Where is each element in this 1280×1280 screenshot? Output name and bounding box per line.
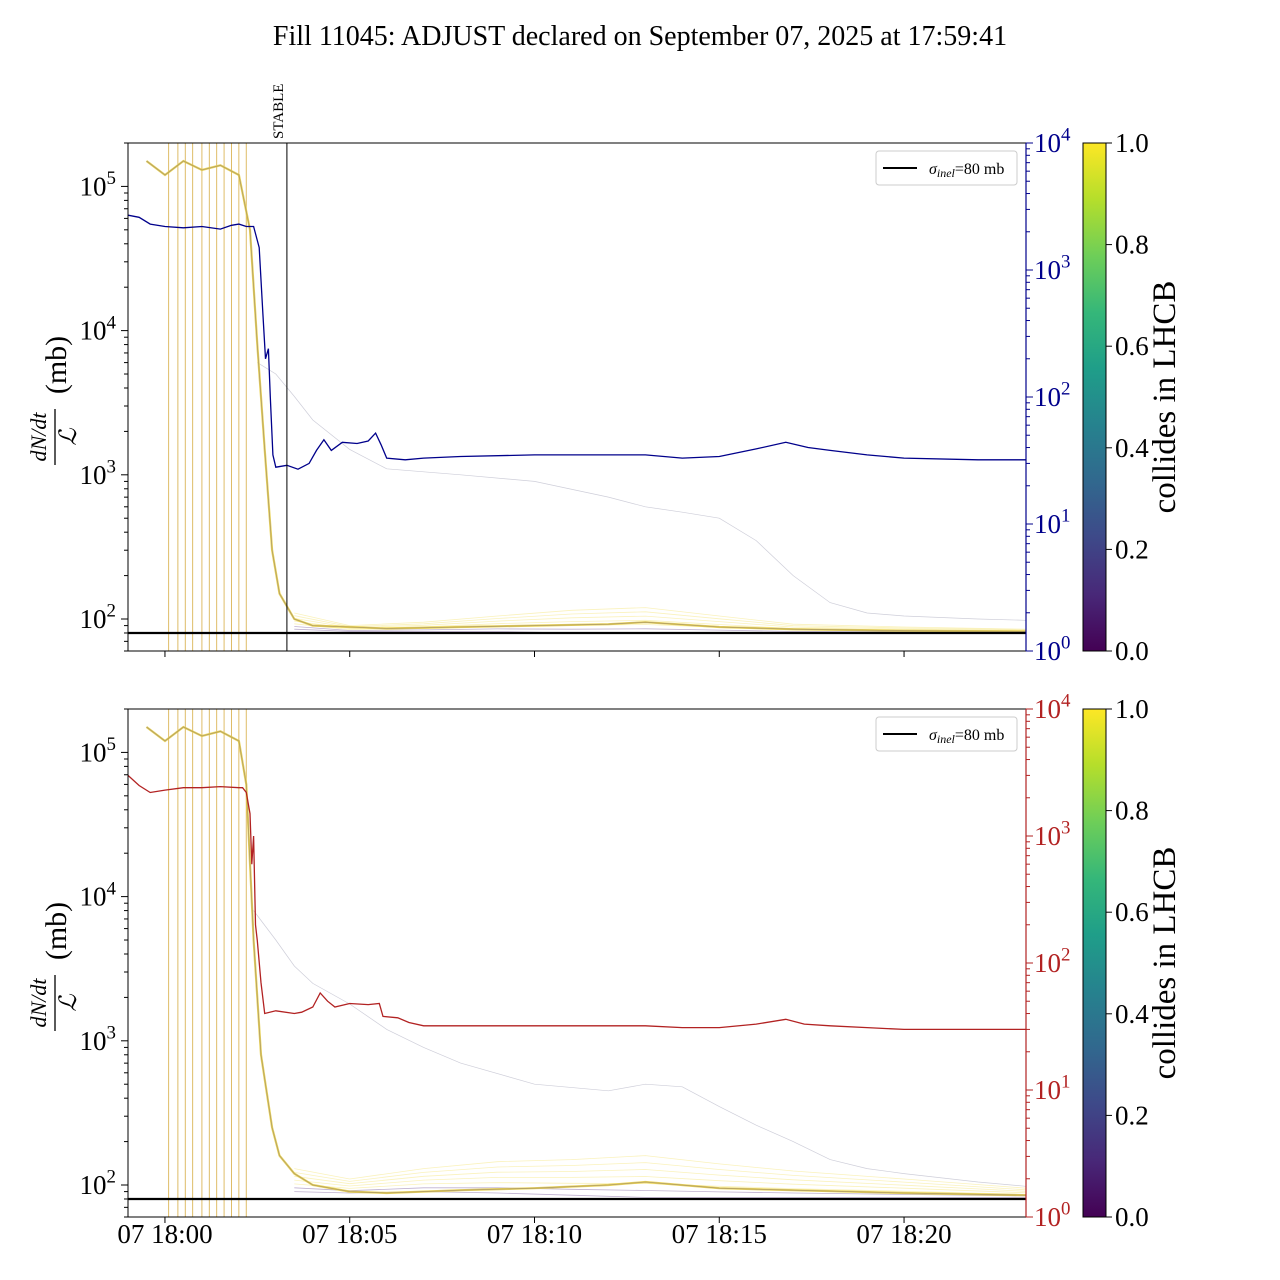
colorbar-gradient — [1082, 708, 1107, 1218]
y2-tick-label: 100 — [1034, 1199, 1070, 1232]
y-label-unit: (mb) — [40, 336, 73, 394]
panel-bottom: 102 103 104 105 100 101 102 103 104 07 18:00 07 18… — [26, 691, 1183, 1249]
legend-label: σinel=80 mb — [929, 727, 1004, 746]
bunch-band-line — [294, 1162, 1026, 1191]
figure-title: Fill 11045: ADJUST declared on September… — [273, 21, 1007, 52]
bunch-band-line — [294, 1169, 1026, 1192]
y-axis-label: dN/dt ℒ (mb) — [26, 902, 82, 1031]
bunch-envelope-line — [145, 159, 1026, 633]
y2-tick-label: 101 — [1034, 506, 1070, 539]
colorbar: 0.0 0.2 0.4 0.6 0.8 1.0 collides in LHCB — [1082, 128, 1183, 666]
colorbar: 0.0 0.2 0.4 0.6 0.8 1.0 collides in LHCB — [1082, 694, 1183, 1232]
colorbar-tick-label: 0.6 — [1115, 897, 1149, 927]
y2-tick-label: 102 — [1034, 379, 1070, 412]
right-axis-series — [128, 774, 1026, 1031]
legend-box — [875, 150, 1018, 186]
colorbar-tick-label: 0.6 — [1115, 331, 1149, 361]
y-tick-label: 105 — [80, 734, 116, 767]
y-label-unit: (mb) — [40, 902, 73, 960]
legend: σinel=80 mb — [875, 716, 1018, 752]
bunch-band-line — [294, 1176, 1026, 1194]
y-tick-label: 103 — [80, 1022, 116, 1055]
y-tick-label: 103 — [80, 456, 116, 489]
axes-frame — [127, 142, 1027, 652]
y2-tick-label: 101 — [1034, 1072, 1070, 1105]
colorbar-tick-label: 0.2 — [1115, 1100, 1149, 1130]
y-label-denominator: ℒ — [56, 428, 82, 446]
plot-area — [128, 143, 1026, 651]
x-tick-label: 07 18:10 — [487, 1219, 582, 1249]
colorbar-label: collides in LHCB — [1147, 281, 1183, 514]
bunch-band-line — [294, 626, 1026, 633]
y2-tick-label: 102 — [1034, 945, 1070, 978]
colorbar-gradient — [1082, 142, 1107, 652]
legend-label: σinel=80 mb — [929, 161, 1004, 180]
colorbar-tick-label: 0.0 — [1115, 1202, 1149, 1232]
faint-bunch-trace — [253, 910, 1026, 1187]
y2-tick-label: 103 — [1034, 252, 1070, 285]
x-tick-label: 07 18:15 — [672, 1219, 767, 1249]
panel-top: STABLE 102 103 104 105 100 101 102 103 104 dN/dt ℒ (… — [26, 84, 1183, 666]
colorbar-tick-label: 0.4 — [1115, 433, 1149, 463]
colorbar-tick-label: 0.0 — [1115, 636, 1149, 666]
colorbar-tick-label: 0.8 — [1115, 230, 1149, 260]
y-axis-label: dN/dt ℒ (mb) — [26, 336, 82, 465]
legend-box — [875, 716, 1018, 752]
axes-frame — [127, 708, 1027, 1218]
y-label-numerator: dN/dt — [26, 978, 51, 1028]
x-tick-label: 07 18:20 — [856, 1219, 951, 1249]
y-tick-label: 104 — [80, 312, 117, 345]
colorbar-tick-label: 1.0 — [1115, 694, 1149, 724]
y-label-numerator: dN/dt — [26, 412, 51, 462]
colorbar-tick-label: 0.8 — [1115, 796, 1149, 826]
legend: σinel=80 mb — [875, 150, 1018, 186]
bunch-band-line — [294, 611, 1026, 631]
y-tick-label: 102 — [80, 601, 116, 634]
right-axis-series — [128, 214, 1026, 470]
bunch-band-line — [294, 1182, 1026, 1195]
bunch-envelope-line — [145, 725, 1026, 1197]
y2-tick-label: 104 — [1034, 125, 1071, 158]
x-tick-label: 07 18:00 — [117, 1219, 212, 1249]
bunch-band-line — [294, 1187, 1026, 1197]
y2-tick-label: 104 — [1034, 691, 1071, 724]
faint-bunch-trace — [257, 362, 1026, 621]
colorbar-tick-label: 1.0 — [1115, 128, 1149, 158]
bunch-envelope-core — [146, 160, 1026, 632]
stable-marker-label: STABLE — [271, 84, 287, 139]
colorbar-tick-label: 0.2 — [1115, 534, 1149, 564]
bunch-envelope-core — [146, 726, 1026, 1196]
y-tick-label: 105 — [80, 168, 116, 201]
bunch-band-line — [294, 615, 1026, 631]
colorbar-tick-label: 0.4 — [1115, 999, 1149, 1029]
y2-tick-label: 103 — [1034, 818, 1070, 851]
bunch-band-line — [294, 1155, 1026, 1189]
y-tick-label: 102 — [80, 1167, 116, 1200]
plot-area — [128, 709, 1026, 1217]
x-tick-label: 07 18:05 — [302, 1219, 397, 1249]
colorbar-label: collides in LHCB — [1147, 847, 1183, 1080]
y-tick-label: 104 — [80, 878, 117, 911]
y-label-denominator: ℒ — [56, 994, 82, 1012]
bunch-band-line — [294, 607, 1026, 630]
y2-tick-label: 100 — [1034, 633, 1070, 666]
